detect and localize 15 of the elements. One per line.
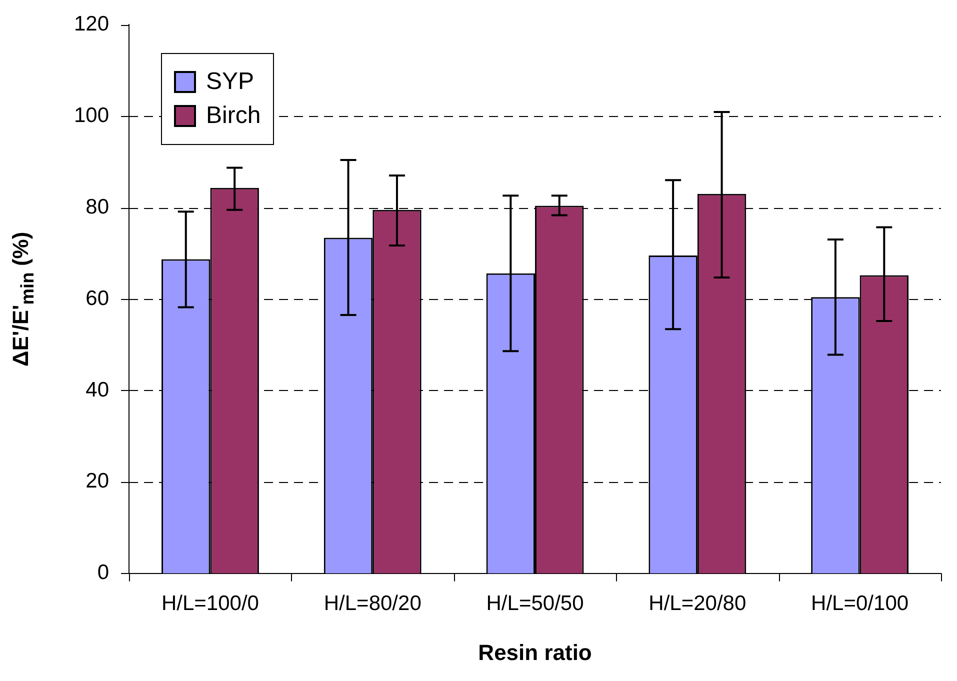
y-tick-label: 20: [86, 470, 110, 493]
x-tick-label: H/L=0/100: [811, 592, 909, 615]
y-tick-label: 80: [86, 195, 110, 218]
y-tick-label: 100: [74, 104, 110, 127]
x-tick-label: H/L=20/80: [648, 592, 746, 615]
legend-label: SYP: [206, 68, 254, 96]
x-tick-label: H/L=80/20: [324, 592, 422, 615]
y-tick-label: 0: [97, 561, 110, 584]
x-tick-label: H/L=50/50: [486, 592, 584, 615]
y-tick-label: 40: [86, 378, 110, 402]
y-tick-label: 120: [74, 12, 110, 36]
x-tick-label: H/L=100/0: [161, 592, 259, 615]
legend-label: Birch: [206, 102, 261, 130]
x-axis-title: Resin ratio: [478, 640, 592, 665]
y-tick-label: 60: [86, 286, 110, 310]
